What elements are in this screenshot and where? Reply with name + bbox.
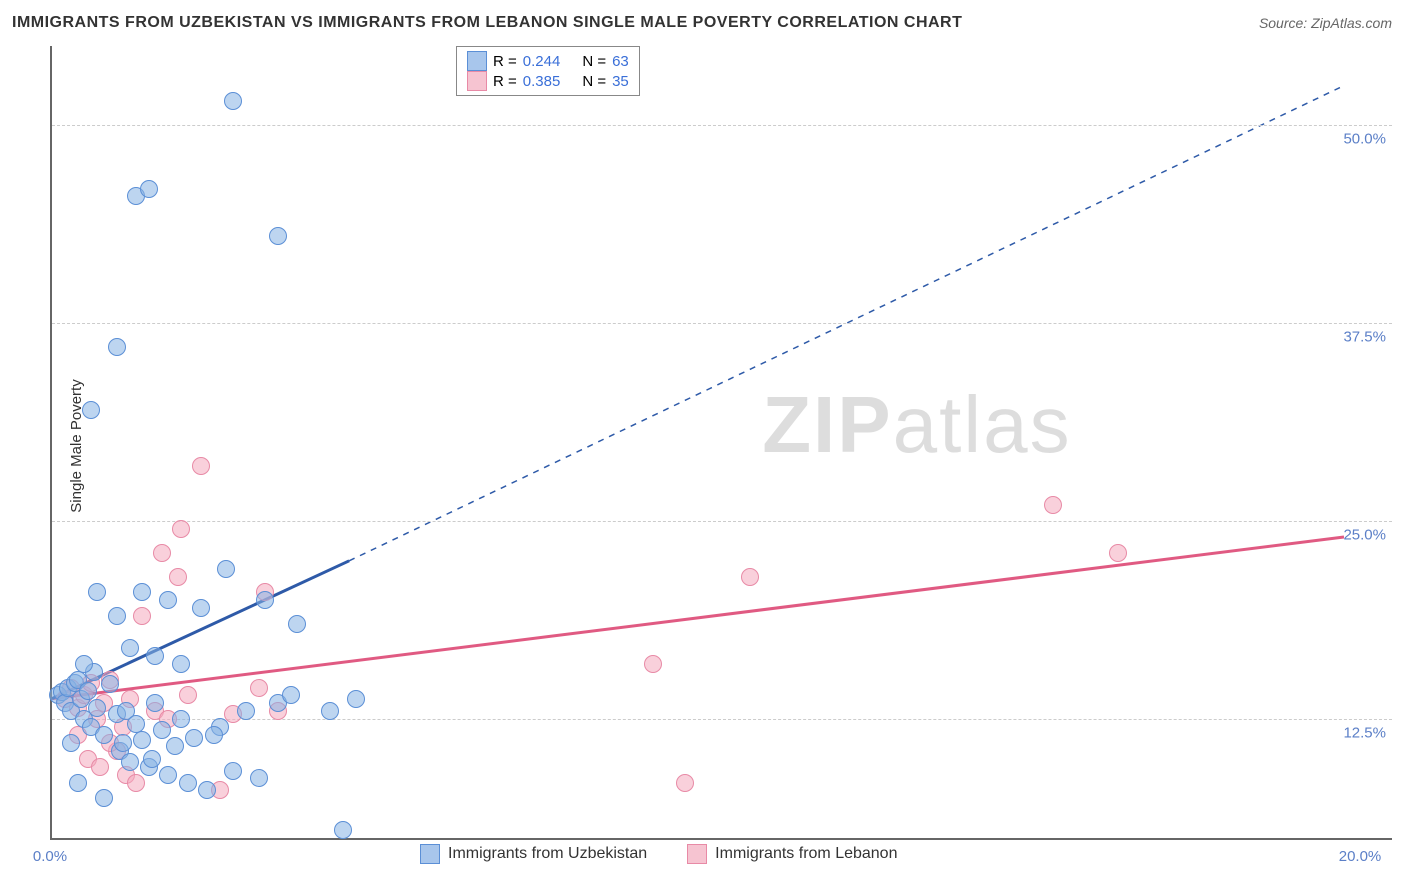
- data-point-uzbekistan: [179, 774, 197, 792]
- data-point-uzbekistan: [143, 750, 161, 768]
- gridline: [52, 521, 1392, 522]
- legend-swatch: [420, 844, 440, 864]
- data-point-uzbekistan: [172, 655, 190, 673]
- x-tick-label-max: 20.0%: [1339, 848, 1382, 865]
- watermark-bold: ZIP: [762, 380, 892, 469]
- data-point-uzbekistan: [75, 655, 93, 673]
- r-label: R =: [493, 73, 517, 90]
- data-point-uzbekistan: [153, 721, 171, 739]
- watermark-light: atlas: [893, 380, 1072, 469]
- data-point-lebanon: [741, 568, 759, 586]
- data-point-uzbekistan: [288, 615, 306, 633]
- data-point-uzbekistan: [185, 729, 203, 747]
- data-point-lebanon: [169, 568, 187, 586]
- bottom-legend-label: Immigrants from Uzbekistan: [448, 845, 647, 863]
- data-point-uzbekistan: [334, 821, 352, 839]
- data-point-uzbekistan: [146, 694, 164, 712]
- data-point-lebanon: [1044, 496, 1062, 514]
- n-label: N =: [582, 53, 606, 70]
- data-point-lebanon: [1109, 544, 1127, 562]
- data-point-uzbekistan: [321, 702, 339, 720]
- data-point-uzbekistan: [121, 639, 139, 657]
- data-point-lebanon: [153, 544, 171, 562]
- r-value: 0.385: [523, 73, 561, 90]
- r-label: R =: [493, 53, 517, 70]
- chart-container: IMMIGRANTS FROM UZBEKISTAN VS IMMIGRANTS…: [0, 0, 1406, 892]
- data-point-uzbekistan: [69, 774, 87, 792]
- data-point-uzbekistan: [146, 647, 164, 665]
- data-point-uzbekistan: [159, 591, 177, 609]
- gridline: [52, 323, 1392, 324]
- n-value: 63: [612, 53, 629, 70]
- bottom-legend: Immigrants from Uzbekistan Immigrants fro…: [420, 844, 897, 864]
- data-point-uzbekistan: [224, 92, 242, 110]
- y-tick-label: 12.5%: [1343, 725, 1386, 742]
- data-point-uzbekistan: [62, 734, 80, 752]
- data-point-uzbekistan: [95, 726, 113, 744]
- data-point-uzbekistan: [172, 710, 190, 728]
- data-point-uzbekistan: [256, 591, 274, 609]
- data-point-uzbekistan: [82, 401, 100, 419]
- legend-stats-box: R = 0.244 N = 63 R = 0.385 N = 35: [456, 46, 640, 96]
- data-point-uzbekistan: [140, 180, 158, 198]
- data-point-uzbekistan: [192, 599, 210, 617]
- data-point-uzbekistan: [224, 762, 242, 780]
- gridline: [52, 125, 1392, 126]
- y-tick-label: 25.0%: [1343, 527, 1386, 544]
- data-point-lebanon: [133, 607, 151, 625]
- data-point-uzbekistan: [108, 607, 126, 625]
- data-point-lebanon: [250, 679, 268, 697]
- r-value: 0.244: [523, 53, 561, 70]
- data-point-uzbekistan: [108, 338, 126, 356]
- legend-swatch: [687, 844, 707, 864]
- bottom-legend-item: Immigrants from Lebanon: [687, 844, 897, 864]
- data-point-uzbekistan: [101, 675, 119, 693]
- n-label: N =: [582, 73, 606, 90]
- data-point-uzbekistan: [121, 753, 139, 771]
- bottom-legend-item: Immigrants from Uzbekistan: [420, 844, 647, 864]
- data-point-uzbekistan: [133, 583, 151, 601]
- data-point-lebanon: [192, 457, 210, 475]
- source-label: Source: ZipAtlas.com: [1259, 15, 1392, 31]
- data-point-uzbekistan: [133, 731, 151, 749]
- data-point-uzbekistan: [237, 702, 255, 720]
- data-point-uzbekistan: [166, 737, 184, 755]
- data-point-uzbekistan: [88, 699, 106, 717]
- n-value: 35: [612, 73, 629, 90]
- data-point-uzbekistan: [282, 686, 300, 704]
- data-point-uzbekistan: [159, 766, 177, 784]
- data-point-uzbekistan: [95, 789, 113, 807]
- data-point-uzbekistan: [205, 726, 223, 744]
- y-tick-label: 37.5%: [1343, 329, 1386, 346]
- data-point-uzbekistan: [79, 682, 97, 700]
- data-point-lebanon: [127, 774, 145, 792]
- bottom-legend-label: Immigrants from Lebanon: [715, 845, 897, 863]
- legend-stats-row: R = 0.244 N = 63: [467, 51, 629, 71]
- data-point-lebanon: [179, 686, 197, 704]
- data-point-lebanon: [172, 520, 190, 538]
- gridline: [52, 719, 1392, 720]
- data-point-uzbekistan: [88, 583, 106, 601]
- chart-title: IMMIGRANTS FROM UZBEKISTAN VS IMMIGRANTS…: [12, 14, 962, 32]
- watermark: ZIPatlas: [762, 379, 1071, 471]
- legend-stats-row: R = 0.385 N = 35: [467, 71, 629, 91]
- legend-swatch: [467, 51, 487, 71]
- title-bar: IMMIGRANTS FROM UZBEKISTAN VS IMMIGRANTS…: [12, 14, 1392, 32]
- data-point-uzbekistan: [250, 769, 268, 787]
- data-point-uzbekistan: [114, 734, 132, 752]
- data-point-lebanon: [676, 774, 694, 792]
- data-point-lebanon: [91, 758, 109, 776]
- legend-swatch: [467, 71, 487, 91]
- data-point-uzbekistan: [347, 690, 365, 708]
- data-point-uzbekistan: [198, 781, 216, 799]
- plot-area: ZIPatlas 12.5% 25.0% 37.5% 50.0%: [50, 46, 1392, 840]
- data-point-lebanon: [644, 655, 662, 673]
- x-tick-label-min: 0.0%: [33, 848, 67, 865]
- data-point-uzbekistan: [269, 227, 287, 245]
- data-point-uzbekistan: [217, 560, 235, 578]
- y-tick-label: 50.0%: [1343, 131, 1386, 148]
